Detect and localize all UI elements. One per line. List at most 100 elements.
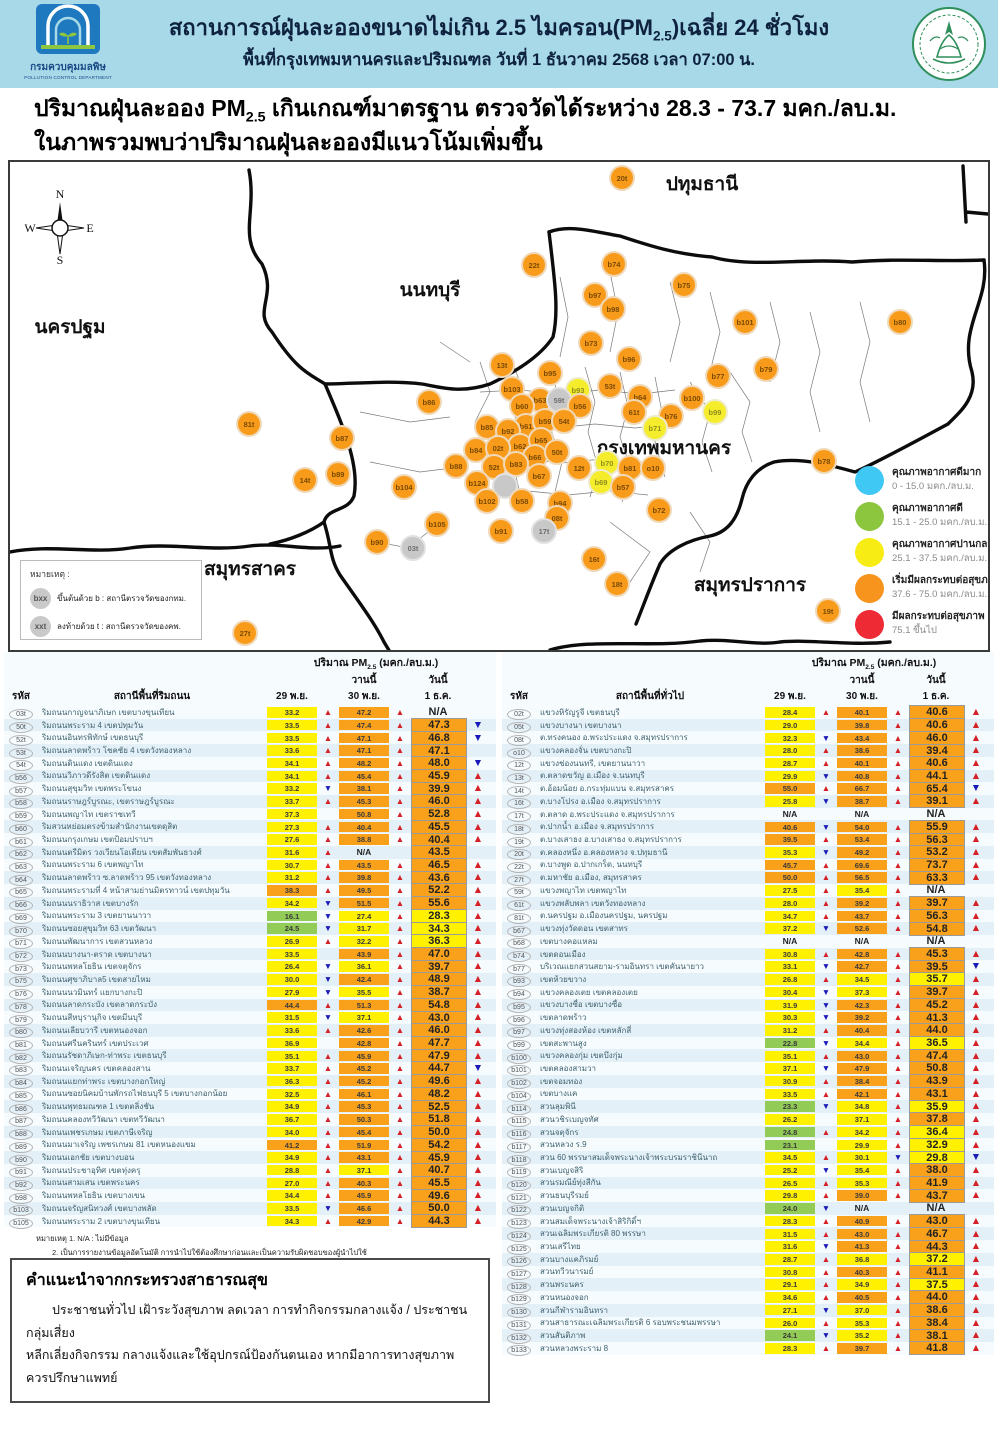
pm-value: 31.5: [267, 1012, 317, 1023]
station-marker-b69: b69: [588, 469, 614, 495]
station-name: สวนทวีวนารมย์: [540, 1267, 594, 1277]
station-name: เขตจอมทอง: [540, 1076, 583, 1086]
trend-up-icon: ▲: [472, 820, 484, 833]
station-marker-18t: 18t: [604, 571, 630, 597]
pm-value: 33.2: [267, 707, 317, 718]
station-name: แขวงบางซื่อ เขตบางซื่อ: [540, 1000, 623, 1010]
trend-up-icon: ▲: [893, 821, 903, 832]
station-code: b74: [507, 951, 531, 963]
trend-down-icon: ▼: [323, 923, 333, 934]
station-name: ริมถนนพระราม 4 เขตปทุมวัน: [42, 720, 144, 730]
station-code: b94: [507, 989, 531, 1001]
trend-up-icon: ▲: [893, 986, 903, 997]
trend-down-icon: ▼: [472, 718, 484, 731]
table-row-b117: b117 สวนหลวง ร.9 23.1 29.9 ▲ 32.9 ▲: [502, 1137, 994, 1153]
station-marker-b90: b90: [364, 529, 390, 555]
pm-value: 43.7: [909, 1188, 965, 1203]
pm-value: 39.5: [765, 834, 815, 845]
table-row-b58: b58 ริมถนนราษฎร์บูรณะ, เขตราษฎร์บูรณะ 33.7…: [4, 794, 496, 810]
trend-up-icon: ▲: [821, 859, 831, 870]
table-row-52t: 52t ริมถนนอินทรพิทักษ์ เขตธนบุรี 33.5 ▲ 47.1…: [4, 730, 496, 746]
station-name: ริมถนนพัฒนาการ เขตสวนหลวง: [42, 936, 153, 946]
pm-value: 29.9: [765, 770, 815, 782]
trend-up-icon: ▲: [821, 1025, 831, 1036]
table-row-b70: b70 ริมถนนซอยสุขุมวิท 63 เขตวัฒนา 24.5 ▼ 31.…: [4, 921, 496, 937]
pm-value: 42.8: [837, 948, 887, 960]
trend-up-icon: ▲: [821, 1190, 831, 1201]
pm-value: 43.5: [411, 845, 467, 860]
station-code: b63: [9, 861, 33, 873]
table-row-b71: b71 ริมถนนพัฒนาการ เขตสวนหลวง 26.9 ▲ 32.2 ▲ 36…: [4, 934, 496, 950]
trend-up-icon: ▲: [323, 1164, 333, 1175]
station-marker-b96: b96: [616, 346, 642, 372]
trend-up-icon: ▲: [970, 718, 982, 731]
pm-value: 45.3: [339, 1101, 389, 1112]
pm-value: 42.9: [339, 1215, 389, 1227]
station-marker-b77: b77: [705, 363, 731, 389]
trend-up-icon: ▲: [970, 833, 982, 846]
table-row-b84: b84 ริมถนนแยกท่าพระ เขตบางกอกใหญ่ 36.3 ▲ 45.…: [4, 1074, 496, 1090]
aqi-legend: คุณภาพอากาศดีมาก 0 - 15.0 มคก./ลบ.ม. คุณภา…: [855, 462, 988, 642]
trend-up-icon: ▲: [970, 1342, 982, 1355]
trend-up-icon: ▲: [893, 1215, 903, 1226]
pm-value: 33.5: [267, 732, 317, 744]
table-row-b56: b56 ริมถนนวิภาวดีรังสิต เขตดินแดง 34.1 ▲ 45.…: [4, 768, 496, 784]
pm-value: 51.3: [339, 999, 389, 1011]
pm-value: 45.2: [339, 1075, 389, 1087]
table-row-05t: 05t แขวงบางนา เขตบางนา 29.0 39.8 ▲ 40.6 ▲: [502, 718, 994, 734]
table-row-53t: 53t ริมถนนลาดพร้าว โชคชัย 4 เขตวังทองหลาง…: [4, 743, 496, 759]
station-marker-b95: b95: [537, 360, 563, 386]
table-row-b102: b102 เขตจอมทอง 30.9 ▲ 38.4 ▲ 43.9 ▲: [502, 1074, 994, 1090]
station-name: ริมถนนคลองทวีวัฒนา เขตทวีวัฒนา: [42, 1114, 165, 1124]
station-marker-27t: 27t: [232, 620, 258, 646]
pm-value: 31.6: [267, 847, 317, 858]
trend-up-icon: ▲: [323, 1063, 333, 1074]
table-row-b103: b103 ริมถนนจรัญสนิทวงศ์ เขตบางพลัด 33.5 ▼ 46…: [4, 1201, 496, 1217]
pm-value: 44.1: [909, 768, 965, 783]
pcd-logo: กรมควบคุมมลพิษ POLLUTION CONTROL DEPARTM…: [12, 4, 124, 80]
pm-value: 26.4: [267, 961, 317, 972]
pm-value: 41.1: [909, 1264, 965, 1279]
trend-up-icon: ▲: [472, 871, 484, 884]
trend-down-icon: ▼: [323, 986, 333, 997]
pm-value: 46.6: [339, 1203, 389, 1214]
station-marker-17t: 17t: [531, 518, 557, 544]
trend-up-icon: ▲: [893, 974, 903, 985]
pm-value: 33.7: [267, 1063, 317, 1074]
station-code: b128: [507, 1281, 531, 1293]
pm-value: 46.0: [411, 1023, 467, 1038]
trend-up-icon: ▲: [893, 1050, 903, 1061]
trend-up-icon: ▲: [821, 872, 831, 883]
table-row-b116: b116 สวนจตุจักร 24.8 ▲ 34.2 ▲ 36.4 ▲: [502, 1125, 994, 1141]
trend-down-icon: ▼: [821, 821, 831, 832]
trend-up-icon: ▲: [970, 1189, 982, 1202]
pm-value: 65.4: [909, 781, 965, 796]
station-name: สวนสมเด็จพระนางเจ้าสิริกิติ์ฯ: [540, 1216, 641, 1226]
trend-up-icon: ▲: [893, 757, 903, 768]
station-name: ริมถนนลาดพร้าว โชคชัย 4 เขตวังทองหลาง: [42, 746, 192, 756]
pm-value: 50.8: [339, 808, 389, 820]
station-name: ต.ทรงคนอง อ.พระประแดง จ.สมุทรปราการ: [540, 733, 688, 743]
station-marker-b78: b78: [811, 448, 837, 474]
col-date-1: 29 พ.ย.: [276, 691, 308, 702]
station-name: ริมถนนพระราม 2 เขตบางขุนเทียน: [42, 1216, 161, 1226]
station-code: b82: [9, 1052, 33, 1064]
station-name: ริมถนนประชาอุทิศ เขตทุ่งครุ: [42, 1165, 141, 1175]
station-name: ริมถนนนวมินทร์ แยกบางกะปิ: [42, 987, 143, 997]
station-code: b120: [507, 1179, 531, 1191]
station-name: ริมถนนกรุงเกษม เขตป้อมปราบฯ: [42, 835, 153, 845]
station-code: b122: [507, 1205, 531, 1217]
station-code: 20t: [507, 849, 531, 861]
pm-value: 55.0: [765, 783, 815, 794]
trend-up-icon: ▲: [970, 909, 982, 922]
station-name: เขตคลองสามวา: [540, 1063, 596, 1073]
trend-up-icon: ▲: [970, 1214, 982, 1227]
station-name: สวนธนบุรีรมย์: [540, 1191, 589, 1201]
trend-up-icon: ▲: [472, 1049, 484, 1062]
pm-value: 40.9: [837, 1215, 887, 1227]
pm-value: 31.9: [765, 999, 815, 1011]
table-row-b89: b89 ริมถนนมาเจริญ เพชรเกษม 81 เขตหนองแขม 4…: [4, 1137, 496, 1153]
pm-value: 33.5: [765, 1088, 815, 1100]
station-code: b61: [9, 836, 33, 848]
legend-range: 25.1 - 37.5 มคก./ลบ.ม.: [892, 553, 988, 564]
